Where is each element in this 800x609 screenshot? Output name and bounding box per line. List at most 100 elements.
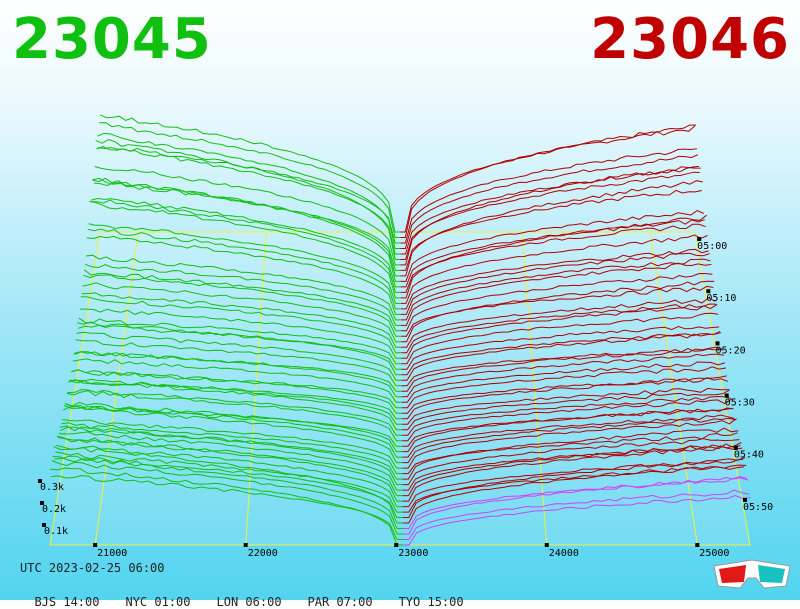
time-tick-mark — [697, 237, 702, 242]
bid-depth-line — [54, 455, 403, 518]
ask-depth-line — [402, 438, 740, 486]
bid-depth-line — [50, 475, 403, 540]
bid-depth-line — [67, 388, 402, 436]
bid-depth-line — [96, 146, 401, 255]
bid-depth-line — [63, 405, 403, 458]
bid-depth-line — [97, 132, 401, 249]
3d-glasses-icon[interactable] — [712, 556, 792, 592]
bid-depth-line — [77, 321, 402, 376]
time-tick-label: 05:00 — [697, 241, 727, 252]
time-tick-label: 05:30 — [725, 398, 755, 409]
ask-depth-line — [400, 234, 708, 304]
bid-depth-line — [63, 405, 403, 464]
bid-depth-line — [99, 114, 401, 233]
ask-depth-line — [401, 375, 727, 414]
ask-price: 23046 — [590, 7, 790, 72]
bid-depth-line — [75, 339, 402, 387]
ask-depth-line — [400, 180, 703, 277]
ask-depth-line — [401, 262, 712, 326]
ask-depth-line — [400, 210, 704, 282]
ask-depth-line — [401, 387, 729, 425]
ask-depth-line — [400, 223, 706, 293]
ask-depth-line — [402, 418, 737, 469]
bid-depth-line — [61, 422, 403, 475]
bid-depth-line — [52, 455, 403, 529]
time-tick-mark — [724, 393, 729, 398]
tz-par: PAR 07:00 — [307, 595, 373, 609]
bid-depth-line — [86, 235, 401, 315]
ask-depth-line — [400, 124, 697, 238]
time-tick-mark — [706, 289, 711, 294]
bid-depth-line — [89, 200, 401, 299]
bid-depth-line — [99, 122, 401, 238]
ask-depth-line — [400, 166, 701, 266]
ask-depth-line — [403, 476, 749, 535]
ask-depth-line — [401, 297, 716, 348]
bid-depth-line — [80, 296, 402, 354]
ask-depth-line — [401, 272, 713, 332]
bid-depth-line — [72, 358, 402, 403]
bid-depth-line — [91, 197, 401, 288]
ask-depth-lines — [400, 124, 751, 546]
bid-depth-line — [51, 460, 403, 535]
ask-depth-line — [401, 303, 718, 359]
volume-axis: 0.3k 0.2k 0.1k — [38, 479, 68, 537]
chart-floor — [50, 232, 750, 545]
time-tick-mark — [733, 445, 738, 450]
ask-depth-line — [401, 346, 724, 392]
ask-depth-line — [402, 417, 736, 464]
bid-depth-lines — [49, 114, 404, 546]
time-tick-mark — [743, 497, 748, 502]
ask-depth-line — [401, 280, 715, 343]
ask-depth-line — [401, 330, 721, 376]
ask-depth-line — [402, 398, 732, 442]
bid-depth-line — [90, 199, 401, 293]
bid-depth-line — [55, 451, 403, 513]
bid-depth-line — [95, 139, 401, 260]
ask-depth-line — [401, 361, 726, 403]
ask-depth-line — [402, 458, 744, 508]
price-tick-mark — [93, 543, 98, 547]
timezone-row: BJS 14:00 NYC 01:00 LON 06:00 PAR 07:00 TYO … — [20, 581, 490, 609]
ask-depth-line — [400, 165, 699, 255]
utc-time: UTC 2023-02-25 06:00 — [20, 561, 165, 575]
price-tick-label: 22000 — [248, 548, 278, 559]
bid-depth-line — [87, 228, 401, 310]
ask-depth-line — [400, 248, 709, 310]
volume-tick-label: 0.3k — [40, 482, 64, 493]
bid-depth-line — [88, 223, 401, 304]
bid-depth-line — [83, 274, 402, 337]
time-tick-mark — [715, 341, 720, 346]
bid-depth-line — [58, 431, 403, 491]
price-tick-label: 24000 — [549, 548, 579, 559]
time-tick-label: 05:40 — [734, 450, 764, 461]
time-axis: 05:00 05:10 05:20 05:30 05:40 05:50 — [697, 237, 773, 513]
grid-line-price — [94, 231, 139, 546]
time-tick-label: 05:20 — [716, 345, 746, 356]
ask-depth-line — [401, 366, 726, 409]
bid-depth-line — [94, 166, 401, 266]
price-tick-mark — [695, 543, 700, 547]
bid-depth-line — [85, 254, 401, 321]
ask-depth-line — [400, 189, 702, 271]
ask-depth-line — [402, 389, 730, 431]
bid-depth-line — [92, 177, 401, 277]
price-tick-label: 23000 — [398, 548, 428, 559]
ask-depth-line — [400, 125, 696, 233]
volume-tick-label: 0.1k — [44, 526, 68, 537]
price-tick-label: 21000 — [97, 548, 127, 559]
bid-depth-line — [55, 444, 403, 508]
price-tick-label: 25000 — [699, 548, 729, 559]
ask-depth-line — [402, 407, 733, 447]
bid-depth-line — [68, 379, 402, 431]
ask-depth-line — [402, 476, 748, 529]
bid-depth-line — [66, 390, 403, 442]
bid-depth-line — [59, 425, 403, 486]
tz-tyo: TYO 15:00 — [398, 595, 464, 609]
ask-depth-line — [401, 312, 719, 365]
bid-depth-line — [73, 351, 402, 398]
ask-depth-line — [403, 494, 751, 546]
tz-bjs: BJS 14:00 — [34, 595, 100, 609]
bid-depth-line — [91, 177, 401, 282]
ask-depth-line — [402, 443, 741, 491]
